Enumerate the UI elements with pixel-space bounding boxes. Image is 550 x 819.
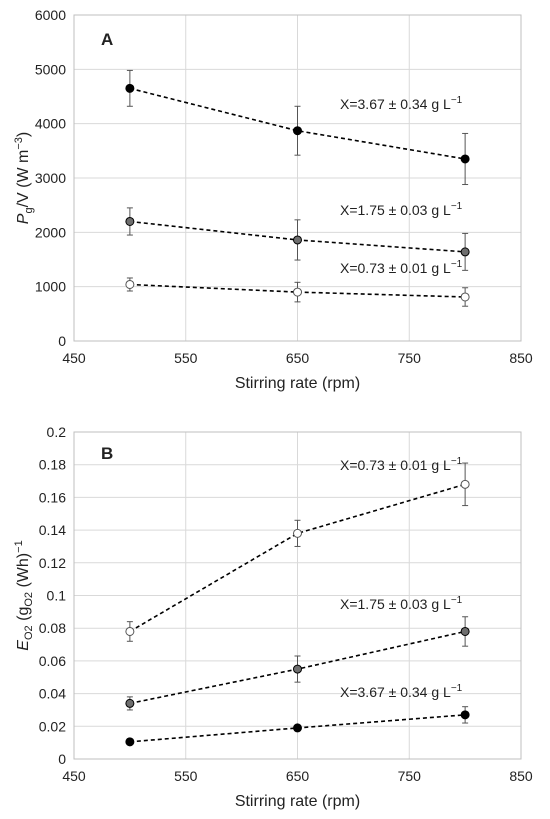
data-point [293,126,302,136]
y-tick-label: 0 [58,333,66,349]
y-tick-label: 5000 [35,61,66,77]
series-label: X=0.73 ± 0.01 g L−1 [340,259,463,276]
data-point [460,154,470,164]
panel-letter: A [101,30,113,49]
data-point [125,83,135,93]
x-tick-label: 750 [398,350,422,366]
x-tick-label: 850 [509,768,533,784]
data-point [293,235,302,245]
panel-a: 0 1000 2000 3000 4000 5000 6000 450 550 650 750 850… [13,7,533,392]
data-point [293,664,302,674]
data-point [293,287,302,297]
data-point [125,279,135,289]
y-axis-title: EO2 (gO2 (Wh)−1 [13,540,35,650]
series-label: X=3.67 ± 0.34 g L−1 [340,683,463,700]
data-point [125,737,135,747]
x-axis-title: Stirring rate (rpm) [235,793,360,810]
panel-letter: B [101,444,113,463]
plot-frame [73,431,522,760]
data-point [460,247,470,257]
y-tick-label: 0.1 [47,588,67,604]
data-point [460,479,470,489]
data-point [460,710,470,720]
y-tick-label: 0.18 [39,457,66,473]
y-tick-label: 4000 [35,116,66,132]
x-tick-label: 750 [398,768,422,784]
plot-frame [73,14,522,342]
y-tick-label: 0.2 [47,424,67,440]
x-tick-label: 650 [286,768,310,784]
series-label: X=3.67 ± 0.34 g L−1 [340,95,463,112]
x-tick-label: 450 [62,768,86,784]
y-tick-label: 0 [58,751,66,767]
x-tick-label: 550 [174,350,198,366]
series-label: X=1.75 ± 0.03 g L−1 [340,201,463,218]
data-point [460,292,470,302]
x-tick-label: 650 [286,350,310,366]
y-tick-label: 0.08 [39,620,66,636]
x-tick-label: 850 [509,350,533,366]
y-tick-label: 0.12 [39,555,66,571]
y-tick-label: 0.14 [39,522,66,538]
x-tick-label: 550 [174,768,198,784]
series-label: X=1.75 ± 0.03 g L−1 [340,595,463,612]
data-point [293,723,302,733]
series-line [129,87,466,160]
data-point [460,626,470,636]
data-point [125,698,135,708]
y-tick-label: 0.06 [39,653,66,669]
y-axis-title: Pg/V (W m−3) [13,132,35,224]
y-tick-label: 2000 [35,224,66,240]
series-label: X=0.73 ± 0.01 g L−1 [340,456,463,473]
y-tick-label: 0.04 [39,686,66,702]
data-point [293,528,302,538]
x-axis-title: Stirring rate (rpm) [235,375,360,392]
y-tick-label: 6000 [35,7,66,23]
panel-b: 0 0.02 0.04 0.06 0.08 0.1 0.12 0.14 0.16 0.18 0.2 4… [13,424,533,810]
y-tick-label: 1000 [35,279,66,295]
y-tick-label: 0.16 [39,489,66,505]
data-point [125,216,135,226]
x-tick-label: 450 [62,350,86,366]
y-tick-label: 0.02 [39,718,66,734]
y-tick-label: 3000 [35,170,66,186]
data-point [125,626,135,636]
series-line [129,483,466,633]
